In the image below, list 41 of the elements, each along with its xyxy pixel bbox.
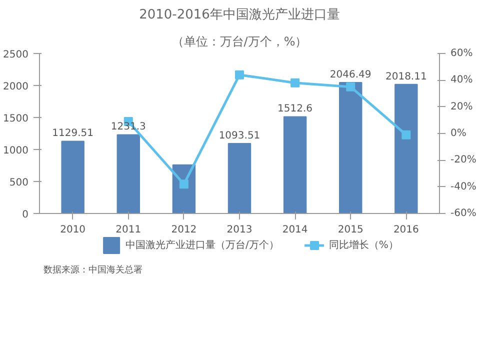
x-tick-label: 2011 [116,224,142,236]
bar [394,84,418,214]
data-label: 1129.51 [52,128,94,140]
point [235,70,244,80]
y2-tick-label: 0% [450,128,466,139]
y-tick-label: 0 [22,210,29,220]
y2-tick-label: 40% [450,74,473,86]
legend-label: 同比增长（%） [328,238,398,252]
y-tick-label: 1000 [3,146,29,156]
point [290,78,300,88]
y2-tick-label: -20% [450,154,476,166]
chart-title: 2010-2016年中国激光产业进口量 [139,8,340,22]
point [402,130,411,140]
x-tick-label: 2014 [282,224,308,236]
bar [283,116,307,214]
y-tick-label: 500 [9,178,29,188]
point [179,180,188,189]
legend-label: 中国激光产业进口量（万台/万个） [126,238,279,252]
data-label: 2018.11 [385,71,427,82]
bar [61,140,84,214]
bar [116,134,140,214]
y2-tick-label: 60% [450,48,473,59]
y-tick-label: 2500 [3,50,29,60]
x-tick-label: 2013 [226,224,252,236]
x-tick-label: 2015 [338,224,364,236]
chart-subtitle: （单位：万台/万个，%） [172,34,308,48]
x-tick-label: 2010 [60,224,86,236]
y2-tick-label: -60% [450,208,476,219]
bar [339,82,362,214]
y-tick-label: 2000 [3,82,29,92]
y2-tick-label: 20% [450,101,473,112]
data-label: 1093.51 [218,130,260,142]
source-note: 数据来源：中国海关总署 [44,264,143,276]
data-label: 1512.6 [278,104,313,115]
data-label: 2046.49 [330,70,372,81]
y2-tick-label: -40% [450,181,476,192]
x-tick-label: 2016 [393,224,419,236]
y-tick-label: 1500 [3,114,29,124]
x-tick-label: 2012 [171,224,197,236]
bar [228,143,252,214]
point [346,82,356,92]
